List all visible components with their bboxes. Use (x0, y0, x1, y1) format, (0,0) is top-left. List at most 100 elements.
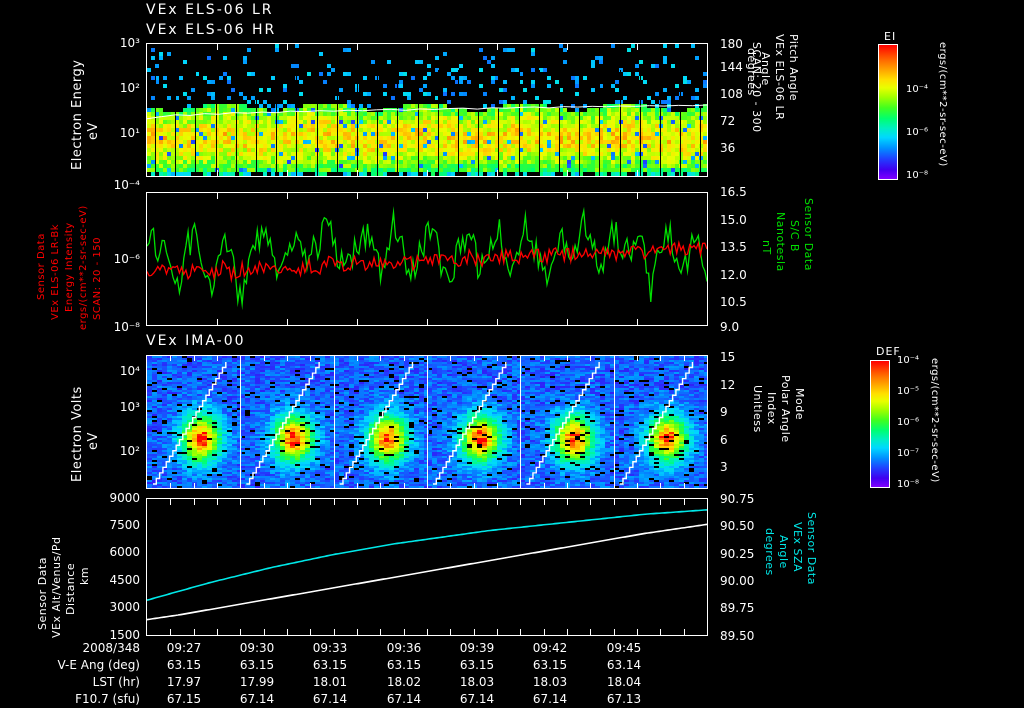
panel4-ytick-0: 9000 (109, 491, 140, 505)
panel3-right-axis-label-3: Index (765, 392, 778, 425)
bottom-cell-lst-3: 18.02 (386, 675, 422, 689)
panel2-ytick-1: 10⁻⁶ (113, 252, 140, 266)
panel2-ytick-0: 10⁻⁴ (113, 178, 140, 192)
panel1-plot-frame (146, 43, 708, 177)
panel3-colorbar-title: DEF (876, 345, 901, 358)
panel2-right-ytick-3: 12.0 (720, 268, 747, 282)
panel2-right-ytick-1: 15.0 (720, 213, 747, 227)
bottom-cell-f107-5: 67.14 (532, 692, 568, 706)
panel3-ytick-0: 10⁴ (119, 364, 140, 378)
panel1-right-ytick-3: 72 (720, 114, 736, 128)
bottom-cell-time-0: 09:27 (166, 641, 202, 655)
panel1-title-lr: VEx ELS-06 LR (146, 2, 274, 18)
panel4-right-axis-label-1: Sensor Data (805, 512, 818, 585)
panel4-left-axis-label-1: Sensor Data (36, 557, 49, 630)
panel1-right-axis-label-5: SCAN: 20 - 300 (750, 42, 763, 133)
panel2-left-axis-label-4: ergs/(cm**2-sr-sec-eV) (78, 205, 89, 330)
panel2-right-ytick-4: 10.5 (720, 295, 747, 309)
bottom-cell-time-3: 09:36 (386, 641, 422, 655)
panel3-right-ytick-0: 15 (720, 350, 736, 364)
panel3-colorbar-tick-4: 10⁻⁸ (897, 479, 920, 490)
panel2-right-axis-label-3: Nanotesla (774, 212, 787, 272)
bottom-cell-ve-ang-6: 63.14 (606, 658, 642, 672)
panel1-ytick-2: 10¹ (119, 126, 140, 140)
bottom-cell-lst-4: 18.03 (459, 675, 495, 689)
panel4-right-ytick-0: 90.75 (720, 492, 755, 506)
panel3-colorbar-gradient (871, 361, 889, 487)
bottom-cell-time-4: 09:39 (459, 641, 495, 655)
panel1-right-ytick-2: 108 (720, 87, 743, 101)
panel3-title: VEx IMA-00 (146, 333, 246, 349)
bottom-cell-f107-2: 67.14 (312, 692, 348, 706)
panel4-right-ytick-3: 90.00 (720, 574, 755, 588)
bottom-cell-f107-6: 67.13 (606, 692, 642, 706)
panel2-left-axis-label-5: SCAN: 20 - 150 (92, 237, 103, 320)
bottom-cell-lst-2: 18.01 (312, 675, 348, 689)
panel3-plot-frame (146, 355, 708, 489)
panel2-right-axis-label-2: S/C B (788, 220, 801, 252)
panel1-colorbar-gradient (879, 45, 897, 179)
panel3-right-axis-label-2: Polar Angle (779, 375, 792, 443)
panel1-right-axis-label-1: Pitch Angle (787, 34, 800, 102)
bottom-cell-ve-ang-4: 63.15 (459, 658, 495, 672)
panel1-colorbar-units: ergs/(cm**2-sr-sec-eV) (937, 42, 948, 167)
panel3-right-ytick-4: 3 (720, 460, 728, 474)
panel1-right-ytick-0: 180 (720, 37, 743, 51)
panel2-line-canvas (147, 193, 707, 325)
panel1-ytick-1: 10² (119, 81, 140, 95)
panel1-right-ytick-4: 36 (720, 141, 736, 155)
panel4-ytick-4: 3000 (109, 600, 140, 614)
panel2-right-axis-label-4: nT (760, 240, 773, 255)
panel1-right-axis-label-2: VEx ELS-06 LR (773, 34, 786, 121)
panel1-left-axis-label-1: Electron Energy (70, 59, 85, 170)
bottom-cell-f107-1: 67.14 (239, 692, 275, 706)
panel4-left-axis-label-3: Distance (64, 562, 77, 615)
panel1-ytick-0: 10³ (119, 36, 140, 50)
bottom-cell-f107-3: 67.14 (386, 692, 422, 706)
panel4-plot-frame (146, 498, 708, 636)
panel3-colorbar (870, 360, 890, 488)
panel3-right-axis-label-1: Mode (793, 388, 806, 420)
panel1-spectrogram-canvas (147, 44, 707, 176)
bottom-cell-ve-ang-0: 63.15 (166, 658, 202, 672)
panel4-ytick-2: 6000 (109, 545, 140, 559)
bottom-cell-f107-4: 67.14 (459, 692, 495, 706)
bottom-cell-ve-ang-3: 63.15 (386, 658, 422, 672)
panel2-right-ytick-2: 13.5 (720, 240, 747, 254)
panel3-right-ytick-2: 9 (720, 405, 728, 419)
panel3-right-axis-label-4: Unitless (751, 385, 764, 433)
panel1-colorbar-tick-0: 10⁻⁴ (906, 84, 929, 95)
panel3-colorbar-tick-0: 10⁻⁴ (897, 355, 920, 366)
panel4-line-canvas (147, 499, 707, 635)
panel4-ytick-5: 1500 (109, 628, 140, 642)
bottom-cell-ve-ang-1: 63.15 (239, 658, 275, 672)
bottom-cell-time-5: 09:42 (532, 641, 568, 655)
panel3-left-axis-label-1: Electron Volts (70, 386, 85, 482)
panel3-colorbar-tick-1: 10⁻⁵ (897, 386, 920, 397)
panel2-right-ytick-5: 9.0 (720, 320, 740, 334)
bottom-cell-f107-0: 67.15 (166, 692, 202, 706)
panel4-right-ytick-5: 89.50 (720, 629, 755, 643)
bottom-cell-time-6: 09:45 (606, 641, 642, 655)
panel2-left-axis-label-1: Sensor Data (36, 233, 47, 300)
panel2-right-ytick-0: 16.5 (720, 185, 747, 199)
bottom-cell-lst-6: 18.04 (606, 675, 642, 689)
bottom-cell-ve-ang-5: 63.15 (532, 658, 568, 672)
panel1-colorbar-title: EI (884, 30, 897, 43)
panel4-ytick-3: 4500 (109, 573, 140, 587)
panel3-colorbar-tick-2: 10⁻⁶ (897, 417, 920, 428)
panel1-right-ytick-1: 144 (720, 60, 743, 74)
panel2-left-axis-label-3: Energy Intensity (64, 222, 75, 312)
bottom-cell-time-2: 09:33 (312, 641, 348, 655)
panel4-right-axis-label-2: VEx SZA (791, 522, 804, 573)
bottom-cell-time-1: 09:30 (239, 641, 275, 655)
panel4-right-axis-label-4: degrees (763, 528, 776, 576)
bottom-row-label-ve-ang: V-E Ang (deg) (57, 658, 140, 672)
panel3-colorbar-tick-3: 10⁻⁷ (897, 448, 920, 459)
panel3-ytick-2: 10² (119, 444, 140, 458)
bottom-cell-lst-1: 17.99 (239, 675, 275, 689)
panel4-ytick-1: 7500 (109, 518, 140, 532)
bottom-row-label-f107: F10.7 (sfu) (75, 692, 140, 706)
bottom-row-label-lst: LST (hr) (92, 675, 140, 689)
